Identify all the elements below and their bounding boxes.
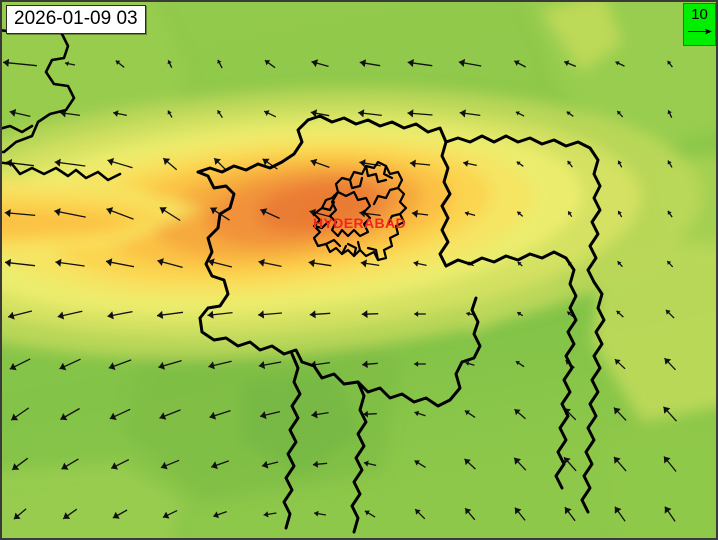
vector-scale-legend: 10 <box>683 3 716 46</box>
field-patch-7 <box>2 462 182 538</box>
field-patch-2 <box>542 2 622 72</box>
right-arrow-icon <box>687 28 712 35</box>
field-patch-8 <box>602 423 716 538</box>
vector-scale-value: 10 <box>691 6 708 23</box>
timestamp-label: 2026-01-09 03 <box>6 5 146 34</box>
field-patch-4 <box>592 235 716 422</box>
city-label-hyderabad: HYDERABAD <box>313 215 407 231</box>
